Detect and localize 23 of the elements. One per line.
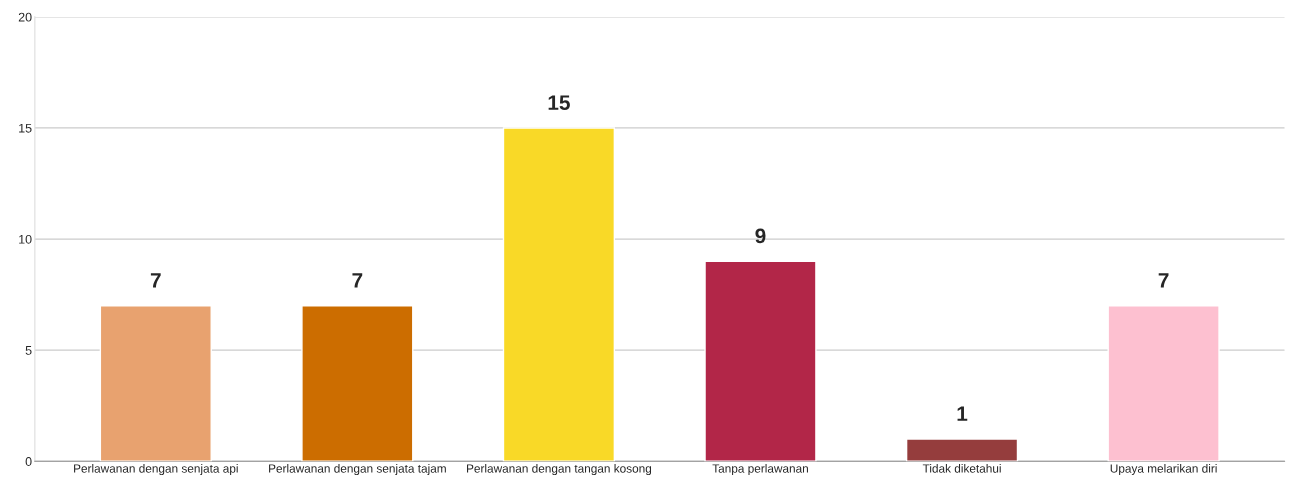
data-label: 7: [150, 273, 161, 288]
bar: [905, 438, 1019, 462]
bar: [1107, 305, 1220, 462]
x-tick-label: Tanpa perlawanan: [712, 464, 808, 476]
x-tick-label: Upaya melarikan diri: [1110, 464, 1217, 476]
y-tick-label: 10: [19, 234, 32, 244]
bar: [704, 260, 817, 462]
data-label: 1: [957, 406, 968, 421]
y-tick-label: 0: [25, 457, 32, 466]
y-tick-label: 15: [19, 123, 32, 133]
bar: [502, 127, 616, 462]
x-tick-label: Perlawanan dengan tangan kosong: [467, 464, 652, 476]
data-label: 7: [1158, 273, 1169, 288]
bar: [301, 305, 414, 462]
bar: [99, 305, 212, 462]
data-label: 9: [755, 228, 766, 244]
x-tick-label: Perlawanan dengan senjata api: [74, 464, 238, 476]
x-tick-label: Tidak diketahui: [922, 464, 1001, 473]
data-label: 7: [352, 273, 363, 288]
y-tick-label: 5: [25, 346, 32, 355]
y-tick-label: 20: [18, 12, 32, 22]
data-label: 15: [548, 95, 570, 110]
x-tick-label: Perlawanan dengan senjata tajam: [269, 464, 446, 476]
